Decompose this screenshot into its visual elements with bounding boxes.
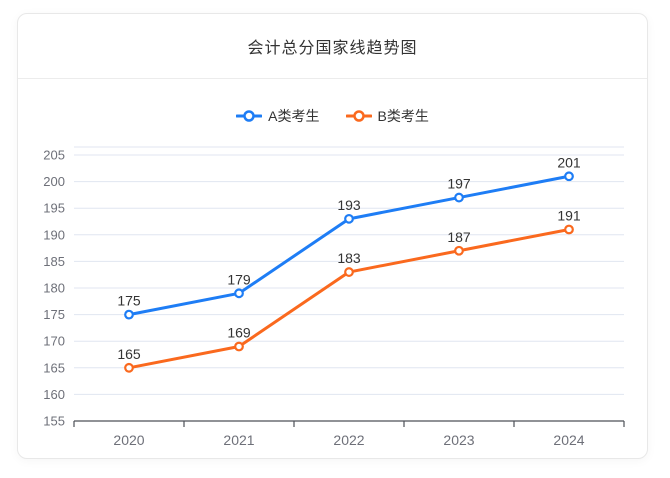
x-axis-label: 2023 — [443, 432, 474, 448]
legend-item-0[interactable]: A类考生 — [236, 106, 320, 126]
data-point[interactable] — [564, 171, 574, 182]
y-axis-label: 165 — [43, 360, 65, 375]
x-axis-label: 2024 — [553, 432, 584, 448]
data-label: 197 — [447, 176, 471, 192]
y-axis-label: 160 — [43, 387, 65, 402]
legend-line-marker-icon — [345, 110, 372, 122]
x-axis-label: 2020 — [113, 432, 144, 448]
legend-label: B类考生 — [377, 108, 429, 124]
x-axis-label: 2022 — [333, 432, 364, 448]
data-label: 187 — [447, 229, 471, 245]
y-axis-label: 190 — [43, 227, 65, 242]
data-label: 179 — [227, 271, 251, 287]
data-point[interactable] — [454, 192, 464, 203]
y-axis-label: 200 — [43, 174, 65, 189]
card-header: 会计总分国家线趋势图 — [18, 14, 647, 79]
legend-line-marker-icon — [236, 110, 263, 122]
chart-legend: A类考生 B类考生 — [18, 106, 647, 126]
y-axis-label: 185 — [43, 254, 65, 269]
y-axis-label: 205 — [43, 148, 65, 163]
data-label: 183 — [337, 250, 361, 266]
legend-item-1[interactable]: B类考生 — [345, 106, 429, 126]
chart-card: 会计总分国家线趋势图 A类考生 B类考生 155 160 165 170 175 180 18… — [17, 13, 648, 459]
legend-label: A类考生 — [268, 108, 320, 124]
data-point[interactable] — [124, 362, 134, 373]
x-axis-label: 2021 — [223, 432, 254, 448]
data-label: 201 — [557, 154, 581, 170]
data-point[interactable] — [564, 224, 574, 235]
y-axis-label: 180 — [43, 281, 65, 296]
data-label: 175 — [117, 293, 141, 309]
y-axis-label: 195 — [43, 201, 65, 216]
y-axis-label: 175 — [43, 307, 65, 322]
data-label: 165 — [117, 346, 141, 362]
data-point[interactable] — [454, 245, 464, 256]
data-label: 191 — [557, 207, 581, 223]
data-point[interactable] — [234, 288, 244, 299]
data-label: 193 — [337, 197, 361, 213]
data-label: 169 — [227, 325, 251, 341]
data-point[interactable] — [234, 341, 244, 352]
y-axis-label: 155 — [43, 414, 65, 429]
data-point[interactable] — [344, 213, 354, 224]
y-axis-label: 170 — [43, 334, 65, 349]
chart-area: 155 160 165 170 175 180 185 190 195 200 205 2020 202… — [18, 130, 647, 458]
line-chart: 155 160 165 170 175 180 185 190 195 200 205 2020 202… — [43, 146, 625, 448]
data-point[interactable] — [124, 309, 134, 320]
data-point[interactable] — [344, 267, 354, 277]
chart-title: 会计总分国家线趋势图 — [247, 40, 418, 57]
